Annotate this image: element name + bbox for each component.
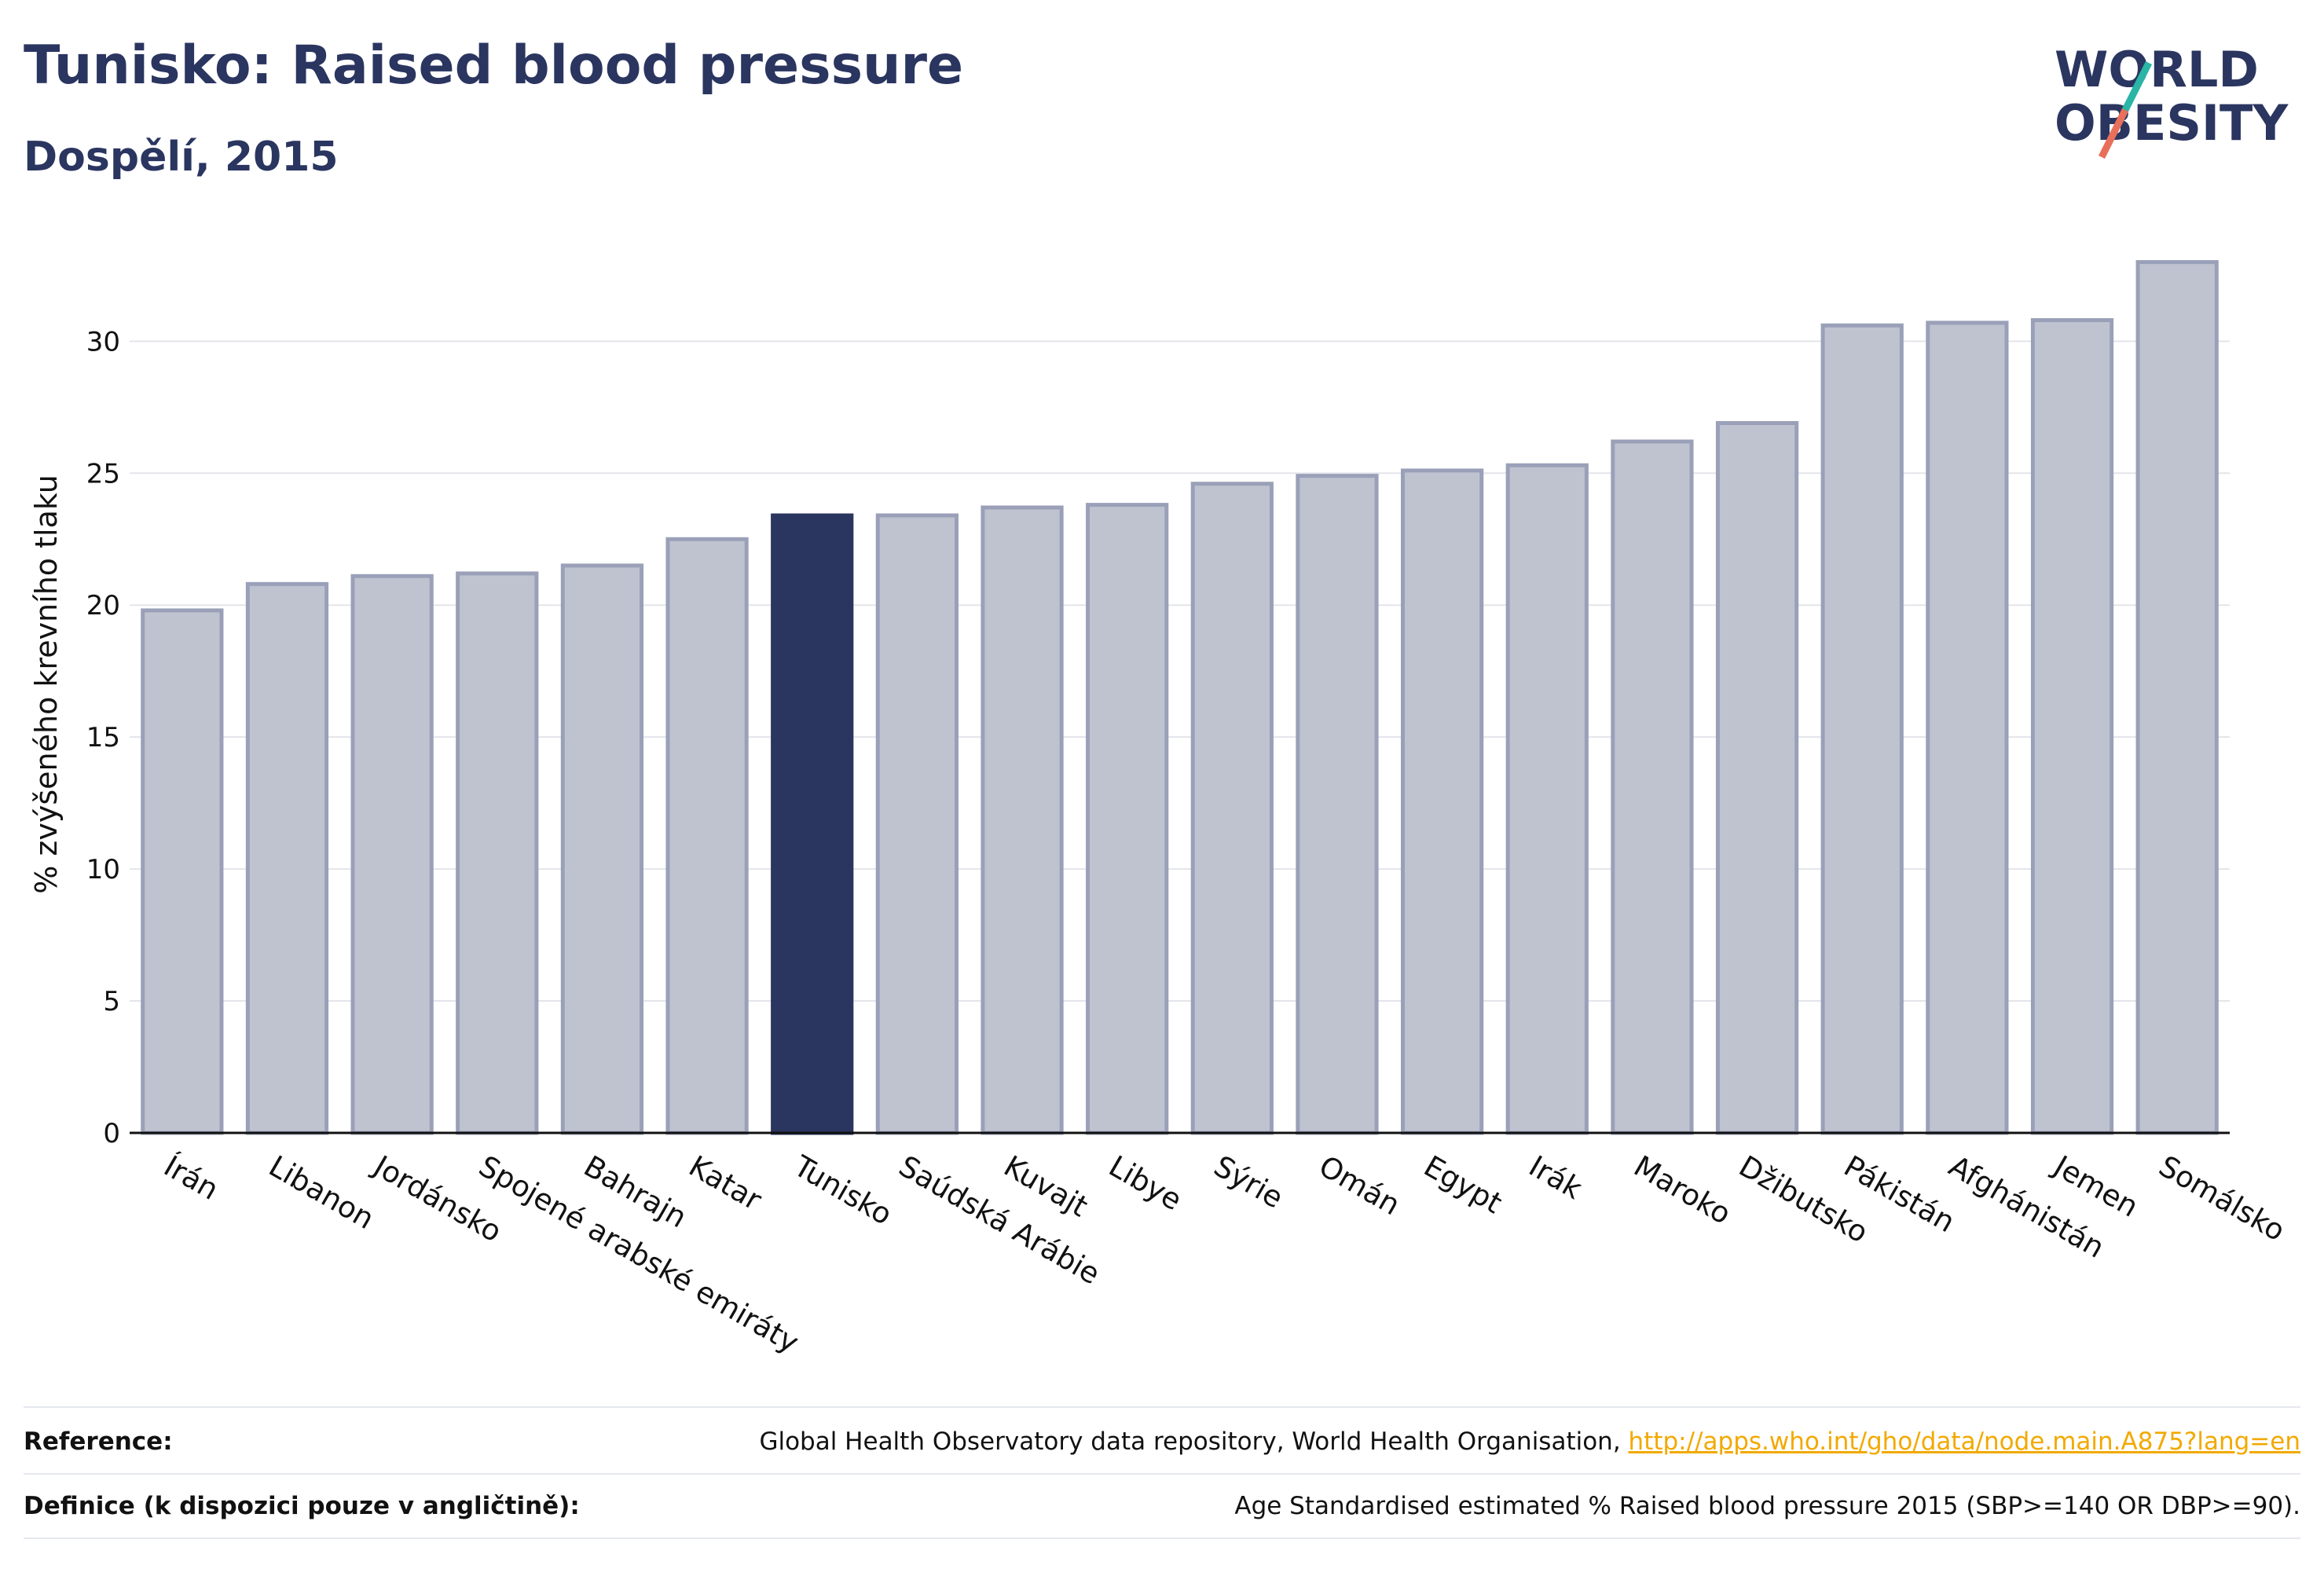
x-tick-label: Somálsko (2154, 1149, 2291, 1248)
bar-sýrie (1190, 482, 1274, 1135)
x-tick-label: Omán (1313, 1149, 1406, 1222)
bar-pákistán (1820, 323, 1904, 1135)
x-tick-label: Tunisko (787, 1149, 897, 1232)
logo-slash-lower (2098, 108, 2129, 159)
y-tick-label: 10 (86, 854, 120, 885)
chart-subtitle: Dospělí, 2015 (24, 134, 339, 181)
x-tick-label: Irák (1523, 1149, 1589, 1207)
x-tick-label: Sýrie (1208, 1149, 1289, 1215)
bar-maroko (1611, 439, 1694, 1135)
x-tick-label: Maroko (1628, 1149, 1736, 1231)
bar-egypt (1401, 468, 1484, 1135)
bar-katar (665, 537, 749, 1135)
bar-libye (1086, 503, 1169, 1135)
footer-divider-middle (24, 1473, 2300, 1475)
logo-slash-upper (2121, 60, 2153, 112)
y-tick-label: 30 (86, 326, 120, 357)
bar-kuvajt (981, 505, 1064, 1135)
bar-irák (1505, 463, 1589, 1135)
definition-label: Definice (k dispozici pouze v angličtině… (24, 1492, 580, 1520)
reference-label: Reference: (24, 1428, 173, 1456)
logo-text-line1: WORLD (2055, 41, 2259, 98)
x-tick-label: Libye (1103, 1149, 1187, 1218)
x-tick-label: Írán (158, 1149, 225, 1207)
y-tick-label: 5 (103, 986, 120, 1017)
y-tick-label: 25 (86, 458, 120, 489)
bar-írán (141, 608, 224, 1135)
bar-jordánsko (350, 574, 434, 1135)
y-axis-label: % zvýšeného krevního tlaku (29, 475, 64, 894)
bar-chart: 0 5 10 15 20 25 30 % zvýšeného krevního tlaku Ír… (29, 260, 2291, 1360)
reference-text: Global Health Observatory data repositor… (759, 1428, 1621, 1456)
reference-row: Reference: Global Health Observatory dat… (24, 1410, 2300, 1473)
logo-text-line2: OBESITY (2055, 94, 2289, 152)
bar-džibutsko (1715, 420, 1799, 1135)
x-tick-label: Egypt (1418, 1149, 1508, 1221)
bar-spojené-arabské-emiráty (456, 571, 539, 1135)
bar-omán (1296, 474, 1379, 1135)
bar-somálsko (2135, 260, 2219, 1135)
world-obesity-logo: WORLD OBESITY (2055, 41, 2289, 159)
x-tick-label: Katar (684, 1149, 768, 1218)
chart-title: Tunisko: Raised blood pressure (24, 35, 964, 97)
bar-jemen (2030, 317, 2114, 1135)
bar-tunisko (771, 513, 854, 1135)
x-tick-label: Libanon (263, 1149, 379, 1237)
reference-link[interactable]: http://apps.who.int/gho/data/node.main.A… (1628, 1428, 2300, 1456)
bar-libanon (245, 581, 329, 1135)
bar-afghánistán (1926, 321, 2009, 1135)
y-tick-label: 20 (86, 590, 120, 621)
bar-saúdská-arábie (875, 513, 959, 1135)
definition-row: Definice (k dispozici pouze v angličtině… (24, 1475, 2300, 1538)
reference-value: Global Health Observatory data repositor… (759, 1428, 2300, 1456)
footer-divider-top (24, 1406, 2300, 1408)
y-tick-label: 0 (103, 1118, 120, 1149)
y-tick-label: 15 (86, 722, 120, 753)
bar-bahrajn (560, 563, 644, 1135)
definition-text: Age Standardised estimated % Raised bloo… (1234, 1492, 2300, 1520)
footer-divider-bottom (24, 1538, 2300, 1539)
